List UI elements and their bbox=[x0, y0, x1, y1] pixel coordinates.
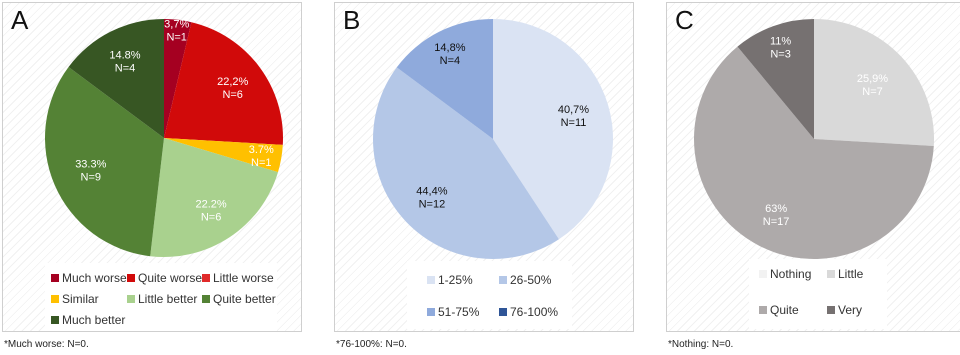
legend-label: Little bbox=[838, 267, 864, 281]
legend-item: Little worse bbox=[202, 271, 274, 285]
legend-item: Quite better bbox=[202, 292, 276, 306]
panel-letter-a: A bbox=[11, 5, 29, 35]
legend-label: Much better bbox=[62, 313, 126, 327]
legend-swatch bbox=[51, 274, 59, 282]
slice-percent-label: 33.3% bbox=[75, 159, 106, 171]
panel-letter-b: B bbox=[343, 5, 361, 35]
pie-slice bbox=[493, 19, 614, 240]
legend-item: Quite bbox=[759, 303, 799, 317]
chart-panel-b: 40,7% N=11 44,4% N=12 14,8% N=4 B 1-25% 26-50… bbox=[334, 2, 634, 332]
slice-percent-label: 3.7% bbox=[249, 144, 274, 156]
pie-slice bbox=[373, 67, 559, 259]
slice-percent-label: 63% bbox=[765, 203, 787, 215]
slice-percent-label: 3,7% bbox=[164, 18, 189, 30]
legend-label: 26-50% bbox=[510, 273, 552, 287]
legend-swatch bbox=[427, 308, 435, 316]
footnote-a: *Much worse: N=0. bbox=[4, 339, 89, 350]
legend-item: Little bbox=[827, 267, 863, 281]
slice-percent-label: 44,4% bbox=[416, 186, 447, 198]
legend-swatch bbox=[51, 295, 59, 303]
legend-item: Quite worse bbox=[127, 271, 202, 285]
legend-item: Much worse bbox=[51, 271, 127, 285]
legend-item: Much better bbox=[51, 313, 125, 327]
legend-swatch bbox=[202, 274, 210, 282]
legend-label: Nothing bbox=[770, 267, 812, 281]
slice-count-label: N=3 bbox=[770, 48, 791, 60]
legend-item: Little better bbox=[127, 292, 197, 306]
legend-swatch bbox=[827, 270, 835, 278]
legend-item: 51-75% bbox=[427, 305, 479, 319]
legend-label: Little worse bbox=[213, 271, 274, 285]
chart-panel-c: 25,9% N=7 63% N=17 11% N=3 C Nothing Little Q… bbox=[666, 2, 960, 332]
pie-slice bbox=[150, 138, 278, 258]
legend-label: Quite bbox=[770, 303, 799, 317]
legend-label: Little better bbox=[138, 292, 198, 306]
pie-slice bbox=[814, 19, 935, 146]
legend-item: Similar bbox=[51, 292, 99, 306]
legend-label: 76-100% bbox=[510, 305, 559, 319]
legend-label: Very bbox=[838, 303, 863, 317]
pie-slice bbox=[694, 46, 934, 260]
legend-a: Much worse Quite worse Little worse Simi… bbox=[45, 263, 277, 331]
legend-item: 26-50% bbox=[499, 273, 551, 287]
slice-percent-label: 40,7% bbox=[558, 104, 589, 116]
legend-swatch bbox=[427, 276, 435, 284]
panel-letter-c: C bbox=[675, 5, 694, 35]
pie-slice bbox=[164, 19, 192, 138]
legend-swatch bbox=[499, 308, 507, 316]
legend-item: Very bbox=[827, 303, 862, 317]
slice-count-label: N=7 bbox=[862, 86, 883, 98]
slice-count-label: N=17 bbox=[763, 216, 790, 228]
pie-slice bbox=[68, 19, 164, 138]
pie-slice bbox=[164, 22, 284, 145]
legend-swatch bbox=[202, 295, 210, 303]
pie-slice bbox=[164, 138, 283, 173]
legend-label: Similar bbox=[62, 292, 99, 306]
slice-percent-label: 22.2% bbox=[195, 199, 226, 211]
slice-count-label: N=4 bbox=[115, 62, 136, 74]
footnote-b: *76-100%: N=0. bbox=[336, 339, 407, 350]
chart-panel-a: 3,7% N=1 22,2% N=6 3.7% N=1 22.2% N=6 33.3% N=9 14… bbox=[2, 2, 302, 332]
legend-label: Quite worse bbox=[138, 271, 203, 285]
legend-label: 51-75% bbox=[438, 305, 480, 319]
legend-swatch bbox=[51, 316, 59, 324]
legend-label: 1-25% bbox=[438, 273, 473, 287]
pie-slice bbox=[737, 19, 814, 139]
slice-count-label: N=1 bbox=[251, 157, 272, 169]
slice-count-label: N=6 bbox=[222, 89, 243, 101]
pie-chart-b: 40,7%N=11 44,4%N=12 14,8%N=4 bbox=[373, 19, 614, 259]
legend-item: 1-25% bbox=[427, 273, 473, 287]
pie-slice bbox=[396, 19, 493, 139]
legend-label: Quite better bbox=[213, 292, 276, 306]
pie-chart-a: 3,7%N=122,2%N=63.7%N=122.2%N=633.3%N=914… bbox=[45, 18, 284, 258]
legend-swatch bbox=[499, 276, 507, 284]
legend-c: Nothing Little Quite Very bbox=[749, 259, 887, 329]
legend-swatch bbox=[127, 295, 135, 303]
slice-count-label: N=6 bbox=[201, 212, 222, 224]
slice-percent-label: 11% bbox=[770, 35, 791, 47]
slice-count-label: N=9 bbox=[81, 172, 102, 184]
slice-percent-label: 22,2% bbox=[217, 76, 248, 88]
pie-chart-c: 25,9%N=7 63%N=17 11%N=3 bbox=[694, 19, 935, 260]
legend-swatch bbox=[759, 270, 767, 278]
legend-swatch bbox=[759, 306, 767, 314]
slice-percent-label: 14.8% bbox=[109, 49, 140, 61]
legend-item: 76-100% bbox=[499, 305, 558, 319]
legend-label: Much worse bbox=[62, 271, 127, 285]
footnote-c: *Nothing: N=0. bbox=[668, 339, 734, 350]
slice-count-label: N=12 bbox=[419, 199, 446, 211]
slice-percent-label: 14,8% bbox=[434, 42, 465, 54]
legend-item: Nothing bbox=[759, 267, 811, 281]
legend-swatch bbox=[127, 274, 135, 282]
pie-slice bbox=[45, 66, 165, 257]
slice-count-label: N=11 bbox=[561, 117, 587, 129]
slice-count-label: N=4 bbox=[440, 55, 461, 67]
legend-swatch bbox=[827, 306, 835, 314]
legend-b: 1-25% 26-50% 51-75% 76-100% bbox=[407, 261, 572, 329]
slice-percent-label: 25,9% bbox=[857, 73, 888, 85]
slice-count-label: N=1 bbox=[166, 31, 187, 43]
